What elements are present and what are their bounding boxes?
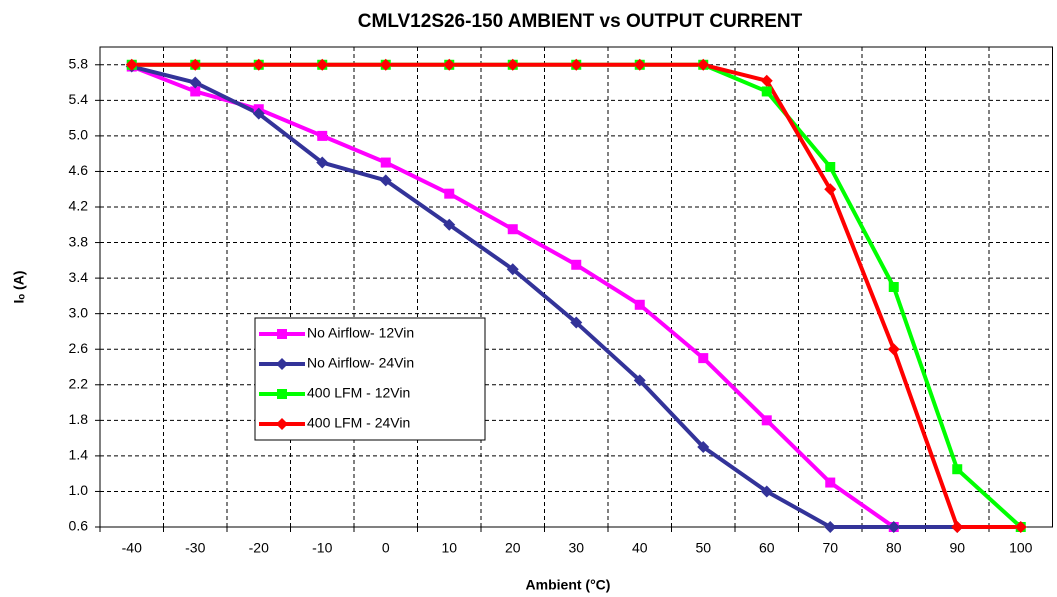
marker	[379, 58, 392, 71]
marker	[570, 316, 583, 329]
marker	[277, 329, 287, 339]
marker	[760, 485, 773, 498]
marker	[443, 218, 456, 231]
legend-label: No Airflow- 24Vin	[307, 355, 414, 371]
x-tick-label: 100	[1009, 540, 1033, 556]
marker	[761, 86, 772, 97]
marker	[252, 107, 265, 120]
y-tick-label: 3.8	[69, 233, 89, 249]
x-tick-label: 40	[632, 540, 648, 556]
marker	[506, 58, 519, 71]
marker	[570, 58, 583, 71]
x-tick-label: 0	[382, 540, 390, 556]
marker	[1014, 521, 1027, 533]
marker	[277, 389, 287, 399]
marker	[825, 477, 836, 488]
x-axis-title: Ambient (°C)	[526, 577, 611, 593]
marker	[507, 224, 518, 235]
marker	[189, 76, 202, 89]
y-tick-label: 1.4	[69, 447, 89, 463]
marker	[887, 343, 900, 356]
y-tick-label: 2.6	[69, 340, 89, 356]
marker	[252, 58, 265, 71]
x-tick-label: -30	[185, 540, 205, 556]
marker	[697, 58, 710, 71]
y-axis-title: Iₒ (A)	[11, 271, 27, 304]
marker	[633, 374, 646, 387]
marker	[190, 86, 201, 97]
x-tick-label: 70	[822, 540, 838, 556]
marker	[952, 464, 963, 475]
x-tick-label: 60	[759, 540, 775, 556]
marker	[633, 58, 646, 71]
y-tick-label: 3.4	[69, 269, 89, 285]
marker	[697, 441, 710, 453]
x-tick-label: 20	[505, 540, 521, 556]
marker	[824, 521, 837, 533]
marker	[825, 162, 836, 172]
x-tick-label: -40	[122, 540, 142, 556]
y-tick-label: 4.2	[69, 198, 89, 214]
marker	[888, 282, 899, 292]
legend-label: No Airflow- 12Vin	[307, 325, 414, 341]
marker	[951, 521, 964, 533]
y-tick-label: 1.8	[69, 411, 89, 427]
chart-title: CMLV12S26-150 AMBIENT vs OUTPUT CURRENT	[358, 11, 803, 32]
marker	[380, 157, 391, 168]
marker	[317, 130, 328, 141]
marker	[824, 183, 837, 196]
y-tick-label: 5.8	[69, 55, 89, 71]
y-tick-label: 5.4	[69, 91, 89, 107]
marker	[506, 263, 519, 276]
marker	[887, 521, 900, 533]
x-tick-label: 10	[441, 540, 457, 556]
legend: No Airflow- 12Vin No Airflow- 24Vin 400 LF…	[254, 317, 486, 441]
x-tick-label: 90	[949, 540, 965, 556]
x-tick-label: -10	[312, 540, 332, 556]
marker	[760, 74, 773, 87]
x-tick-label: -20	[249, 540, 269, 556]
plot-area	[99, 46, 1053, 528]
y-tick-label: 3.0	[69, 304, 89, 320]
marker	[698, 353, 709, 364]
marker	[379, 174, 392, 187]
legend-label: 400 LFM - 12Vin	[307, 385, 410, 401]
marker	[443, 58, 456, 71]
y-tick-label: 4.6	[69, 162, 89, 178]
legend-label: 400 LFM - 24Vin	[307, 415, 410, 431]
x-tick-label: 50	[695, 540, 711, 556]
y-tick-label: 2.2	[69, 375, 89, 391]
marker	[571, 259, 582, 270]
marker	[316, 58, 329, 71]
marker	[761, 415, 772, 426]
marker	[125, 58, 138, 71]
marker	[444, 188, 455, 199]
marker	[189, 58, 202, 71]
marker	[316, 156, 329, 169]
y-tick-label: 0.6	[69, 518, 89, 534]
marker	[276, 358, 288, 370]
marker	[634, 299, 645, 310]
legend-box	[254, 317, 486, 441]
x-tick-label: 30	[568, 540, 584, 556]
y-tick-label: 5.0	[69, 127, 89, 143]
series-line	[131, 64, 958, 529]
y-tick-label: 1.0	[69, 482, 89, 498]
x-tick-label: 80	[886, 540, 902, 556]
marker	[276, 418, 288, 430]
